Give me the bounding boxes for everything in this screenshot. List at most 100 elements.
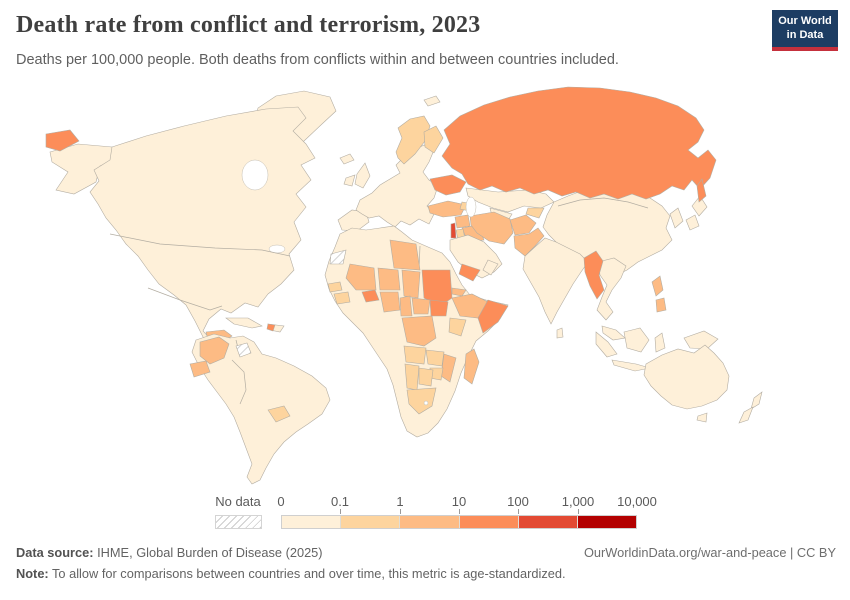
country-dr-congo[interactable] xyxy=(401,315,437,347)
country-yemen[interactable] xyxy=(458,263,481,282)
data-source-line: Data source: IHME, Global Burden of Dise… xyxy=(16,545,323,560)
country-philippines-luzon[interactable] xyxy=(651,275,664,297)
country-philippines-mindanao[interactable] xyxy=(655,297,667,313)
legend-bin[interactable] xyxy=(282,516,342,528)
country-iceland[interactable] xyxy=(339,153,355,165)
country-japan[interactable] xyxy=(691,195,708,217)
country-new-zealand-north[interactable] xyxy=(750,391,763,410)
country-nigeria[interactable] xyxy=(379,291,401,313)
country-kyrgyzstan-tajikistan[interactable] xyxy=(525,207,545,219)
legend-tick-label: 1,000 xyxy=(561,494,595,509)
country-sri-lanka[interactable] xyxy=(556,327,564,339)
country-pakistan[interactable] xyxy=(513,227,545,257)
country-angola[interactable] xyxy=(403,345,427,365)
country-burkina-faso[interactable] xyxy=(361,289,380,303)
country-afghanistan[interactable] xyxy=(509,214,537,236)
country-alaska[interactable] xyxy=(49,143,119,195)
credit-link[interactable]: OurWorldinData.org/war-and-peace | CC BY xyxy=(583,545,836,560)
legend-tick-label: 1 xyxy=(396,494,404,509)
country-senegal[interactable] xyxy=(327,281,343,293)
country-guinea[interactable] xyxy=(333,291,351,305)
us-canada-border-line xyxy=(109,233,291,257)
country-kenya-uganda[interactable] xyxy=(448,317,467,337)
country-madagascar[interactable] xyxy=(463,348,480,385)
country-cuba[interactable] xyxy=(225,317,263,329)
country-indonesia-java[interactable] xyxy=(611,359,651,372)
country-russia-sakhalin[interactable] xyxy=(696,178,707,203)
country-korea[interactable] xyxy=(669,207,684,229)
country-somalia[interactable] xyxy=(477,299,509,334)
country-oman[interactable] xyxy=(482,259,499,276)
legend-bin[interactable] xyxy=(400,516,460,528)
country-iran[interactable] xyxy=(469,211,514,245)
legend-tick-label: 10,000 xyxy=(617,494,657,509)
country-new-zealand-south[interactable] xyxy=(738,406,754,424)
country-papua-new-guinea[interactable] xyxy=(683,330,719,350)
lesotho-gap xyxy=(423,400,429,406)
country-japan-south[interactable] xyxy=(685,214,700,231)
country-mali[interactable] xyxy=(345,263,377,291)
country-ecuador[interactable] xyxy=(189,360,211,378)
country-south-america[interactable] xyxy=(191,333,331,485)
country-australia[interactable] xyxy=(643,344,730,410)
legend-tick-label: 100 xyxy=(507,494,529,509)
legend-color-bar xyxy=(281,515,637,529)
country-central-african-republic[interactable] xyxy=(411,297,431,315)
page-subtitle: Deaths per 100,000 people. Both deaths f… xyxy=(16,52,619,68)
country-myanmar[interactable] xyxy=(583,250,605,300)
legend-bin[interactable] xyxy=(341,516,401,528)
country-indonesia-sumatra[interactable] xyxy=(595,331,618,358)
country-norway-sweden[interactable] xyxy=(395,115,431,165)
country-russia[interactable] xyxy=(441,86,717,200)
country-french-guiana[interactable] xyxy=(235,342,252,358)
legend-bin[interactable] xyxy=(577,516,637,528)
country-kazakhstan[interactable] xyxy=(465,187,555,213)
owid-logo[interactable]: Our World in Data xyxy=(772,10,838,51)
country-india[interactable] xyxy=(522,237,589,325)
country-libya[interactable] xyxy=(389,239,421,271)
country-malaysia[interactable] xyxy=(601,325,626,341)
country-united-kingdom[interactable] xyxy=(354,162,371,189)
legend-bin[interactable] xyxy=(518,516,578,528)
china-mongolia-border-line xyxy=(557,197,649,209)
country-indonesia-sulawesi[interactable] xyxy=(654,332,666,353)
owid-logo-line1: Our World xyxy=(778,15,832,27)
us-mexico-border-line xyxy=(147,287,223,311)
country-haiti[interactable] xyxy=(266,323,276,332)
country-syria[interactable] xyxy=(454,214,471,229)
country-europe[interactable] xyxy=(355,144,439,228)
legend-no-data-label: No data xyxy=(215,494,261,509)
country-thailand-indochina[interactable] xyxy=(596,257,627,321)
country-ireland[interactable] xyxy=(343,174,356,187)
country-finland[interactable] xyxy=(423,125,444,154)
legend-tick-mark xyxy=(578,509,579,514)
footer: Data source: IHME, Global Burden of Dise… xyxy=(16,545,836,581)
country-chad[interactable] xyxy=(401,269,421,299)
country-cameroon[interactable] xyxy=(399,295,413,317)
country-turkey[interactable] xyxy=(427,200,467,218)
country-niger[interactable] xyxy=(377,267,401,291)
country-western-sahara[interactable] xyxy=(329,249,347,265)
country-namibia[interactable] xyxy=(404,363,420,391)
country-zambia[interactable] xyxy=(425,349,445,367)
country-palestine[interactable] xyxy=(450,222,457,239)
country-ukraine[interactable] xyxy=(429,174,467,196)
country-indonesia-borneo[interactable] xyxy=(623,327,650,353)
country-south-sudan[interactable] xyxy=(429,299,449,317)
country-paraguay[interactable] xyxy=(267,405,291,423)
country-north-america[interactable] xyxy=(89,106,316,364)
country-south-africa[interactable] xyxy=(406,387,437,415)
country-colombia[interactable] xyxy=(199,336,230,365)
legend-no-data-swatch[interactable] xyxy=(215,515,262,529)
country-svalbard[interactable] xyxy=(423,95,441,107)
country-russia-chukotka[interactable] xyxy=(45,129,80,152)
country-botswana[interactable] xyxy=(418,367,434,387)
legend-tick-mark xyxy=(340,509,341,514)
country-tasmania[interactable] xyxy=(696,412,708,423)
legend-bin[interactable] xyxy=(459,516,519,528)
owid-logo-line2: in Data xyxy=(786,28,824,41)
country-spain-portugal[interactable] xyxy=(337,209,370,232)
page-title: Death rate from conflict and terrorism, … xyxy=(16,12,481,38)
